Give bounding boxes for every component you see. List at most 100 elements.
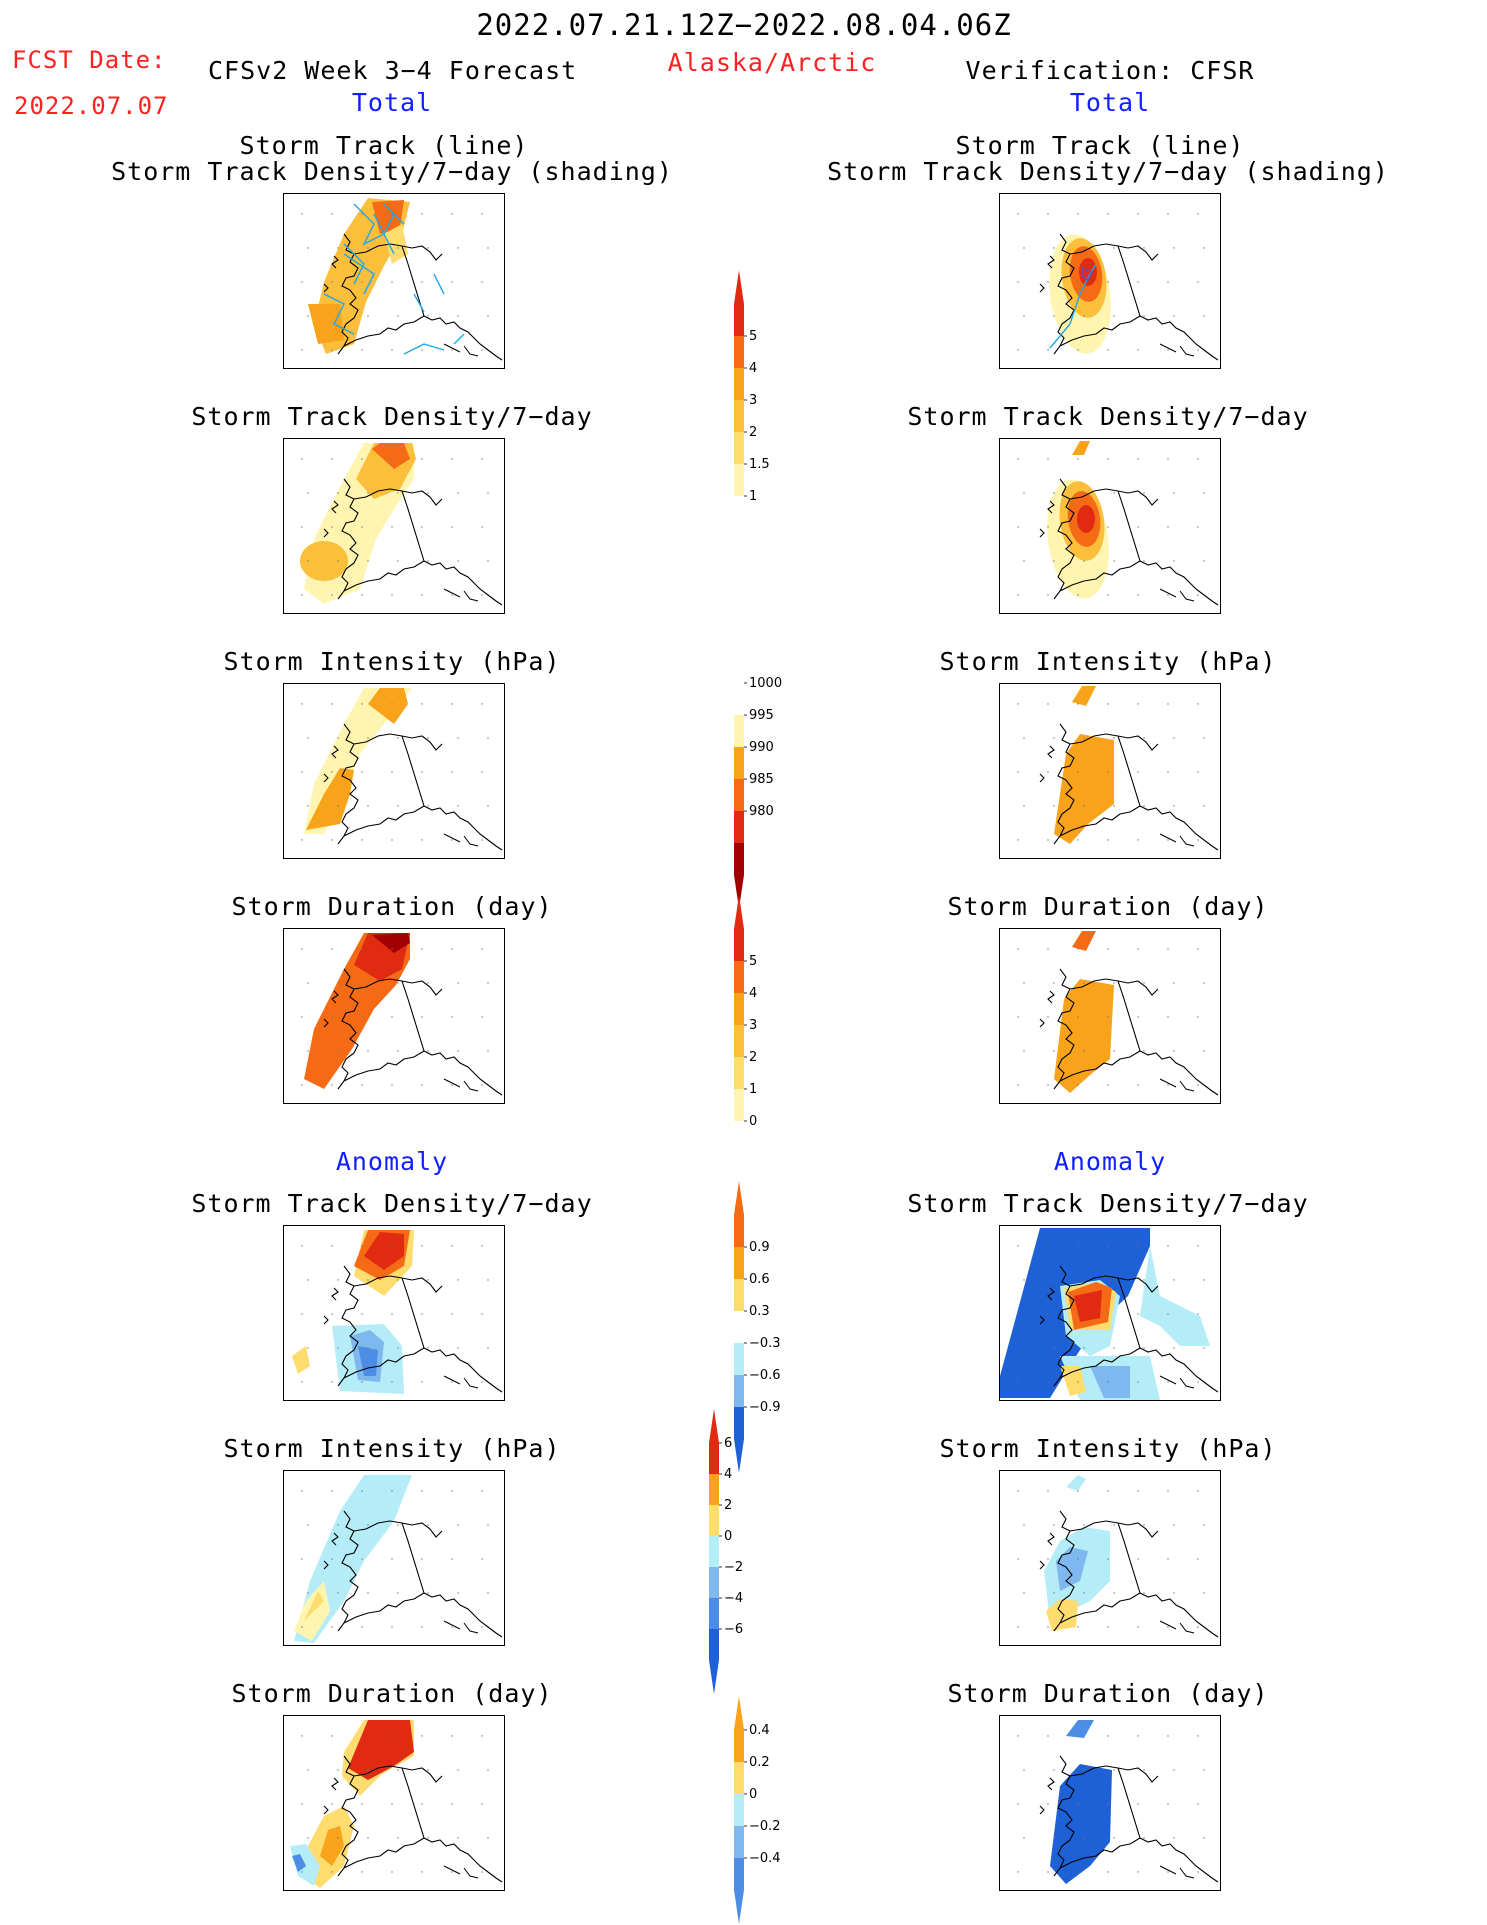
coastline-islands: [443, 1865, 479, 1879]
cb4-segment-4: [734, 1343, 744, 1375]
cb4-label-4: −0.6: [749, 1368, 781, 1383]
coastline-islands: [1159, 1865, 1195, 1879]
duration-total-colorbar: 5 4 3 2 1 0: [720, 889, 800, 1187]
anom-shade-dark-blue: [1050, 1764, 1112, 1884]
left-track-map: [283, 193, 505, 369]
cb2-label-2: 990: [749, 740, 774, 755]
cb6-label-1: 0.2: [749, 1755, 770, 1770]
grid-dots: [1017, 948, 1205, 1086]
cb2-label-0: 1000: [749, 676, 782, 691]
anom-shade-yellow-south: [1060, 1366, 1086, 1396]
cb6-label-0: 0.4: [749, 1723, 770, 1738]
duration-shade-dark-red: [372, 933, 410, 953]
cb6-segment-3: [734, 1826, 744, 1858]
right-intensity-anom-map: [999, 1470, 1221, 1646]
cb1-label-3: 2: [749, 425, 757, 440]
right-duration-anom-map: [999, 1715, 1221, 1891]
left-duration-anom-title: Storm Duration (day): [231, 1679, 553, 1708]
cb3-label-4: 1: [749, 1082, 757, 1097]
cb6-bottom-arrow: [734, 1890, 744, 1924]
right-intensity-anom-map-svg: [1017, 1475, 1219, 1638]
right-intensity-title: Storm Intensity (hPa): [939, 647, 1277, 676]
anom-shade-blue: [358, 1346, 378, 1376]
left-density-map: [283, 438, 505, 614]
coastline: [1039, 1510, 1219, 1638]
cb3-label-0: 5: [749, 954, 757, 969]
density-shade-yellow: [384, 224, 408, 264]
intensity-shade-orange: [1054, 734, 1114, 844]
left-intensity-anom-map: [283, 1470, 505, 1646]
grid-dots: [1017, 213, 1205, 351]
cb6-label-2: 0: [749, 1787, 757, 1802]
cb4-label-3: −0.3: [749, 1336, 781, 1351]
left-anomaly-label: Anomaly: [335, 1147, 449, 1176]
grid-dots: [301, 213, 489, 351]
coastline-islands: [1159, 1375, 1195, 1389]
cb3-label-3: 2: [749, 1050, 757, 1065]
density-shade-lower-blob: [300, 541, 348, 581]
right-density-anom-map-svg: [1000, 1228, 1219, 1400]
coastline: [1039, 1755, 1219, 1883]
cb3-segment-6: [734, 1121, 744, 1153]
grid-dots: [301, 1245, 489, 1383]
left-density-map-svg: [300, 443, 503, 606]
coastline-islands: [1159, 588, 1195, 602]
coastline-islands: [443, 343, 479, 357]
cb4-segment-1: [734, 1247, 744, 1279]
coastline-islands: [1159, 343, 1195, 357]
left-duration-map: [283, 928, 505, 1104]
right-density-map-svg: [1017, 441, 1219, 606]
grid-dots: [301, 948, 489, 1086]
density-shade-red: [1079, 258, 1097, 286]
density-total-colorbar: 5 4 3 2 1.5 1: [720, 264, 800, 562]
coastline: [1039, 478, 1219, 606]
left-duration-title: Storm Duration (day): [231, 892, 553, 921]
grid-dots: [301, 1735, 489, 1873]
cb4-segment-3: [734, 1311, 744, 1343]
density-shade-red: [1077, 505, 1095, 533]
left-total-label: Total: [351, 88, 433, 117]
coastline-islands: [1159, 1078, 1195, 1092]
cb3-segment-5: [734, 1089, 744, 1121]
coastline: [323, 478, 503, 606]
density-anom-colorbar: 0.9 0.6 0.3 −0.3 −0.6 −0.9: [720, 1175, 800, 1473]
duration-shade-orange: [1054, 979, 1114, 1093]
left-duration-anom-map-svg: [290, 1720, 503, 1888]
left-intensity-map: [283, 683, 505, 859]
coastline: [323, 1755, 503, 1883]
cb3-label-1: 4: [749, 986, 757, 1001]
coastline: [1039, 1265, 1219, 1393]
coastline: [323, 233, 503, 361]
duration-anom-colorbar: 0.4 0.2 0 −0.2 −0.4: [720, 1690, 800, 1924]
cb3-label-5: 0: [749, 1114, 757, 1129]
anom-shade-mid-blue: [1090, 1366, 1130, 1398]
cb2-segment-1: [734, 715, 744, 747]
cb5-label-6: −6: [724, 1622, 743, 1637]
coastline-islands: [443, 1375, 479, 1389]
cb2-bottom-arrow: [734, 875, 744, 909]
coastline: [323, 723, 503, 851]
left-duration-map-svg: [301, 933, 503, 1096]
left-duration-anom-map: [283, 1715, 505, 1891]
coastline: [1039, 723, 1219, 851]
cb4-top-arrow: [734, 1181, 744, 1215]
cb1-segment-6: [734, 496, 744, 528]
region-title: Alaska/Arctic: [667, 48, 877, 77]
storm-track-lines: [1049, 263, 1097, 349]
cb3-bottom-arrow: [734, 1153, 744, 1187]
right-density-map: [999, 438, 1221, 614]
grid-dots: [1017, 1245, 1205, 1383]
cb5-segment-6: [709, 1629, 719, 1660]
cb6-label-3: −0.2: [749, 1819, 781, 1834]
cb5-label-3: 0: [724, 1529, 732, 1544]
right-track-line-title: Storm Track (line): [955, 131, 1245, 160]
density-shade-lower: [308, 304, 344, 344]
cb5-label-0: 6: [724, 1436, 732, 1451]
right-density-anom-title: Storm Track Density/7−day: [907, 1189, 1309, 1218]
coastline-islands: [443, 1620, 479, 1634]
cb5-segment-3: [709, 1536, 719, 1567]
left-intensity-anom-title: Storm Intensity (hPa): [223, 1434, 561, 1463]
anom-shade-small-yellow: [292, 1346, 310, 1374]
coastline: [323, 1265, 503, 1393]
cb5-segment-0: [709, 1443, 719, 1474]
